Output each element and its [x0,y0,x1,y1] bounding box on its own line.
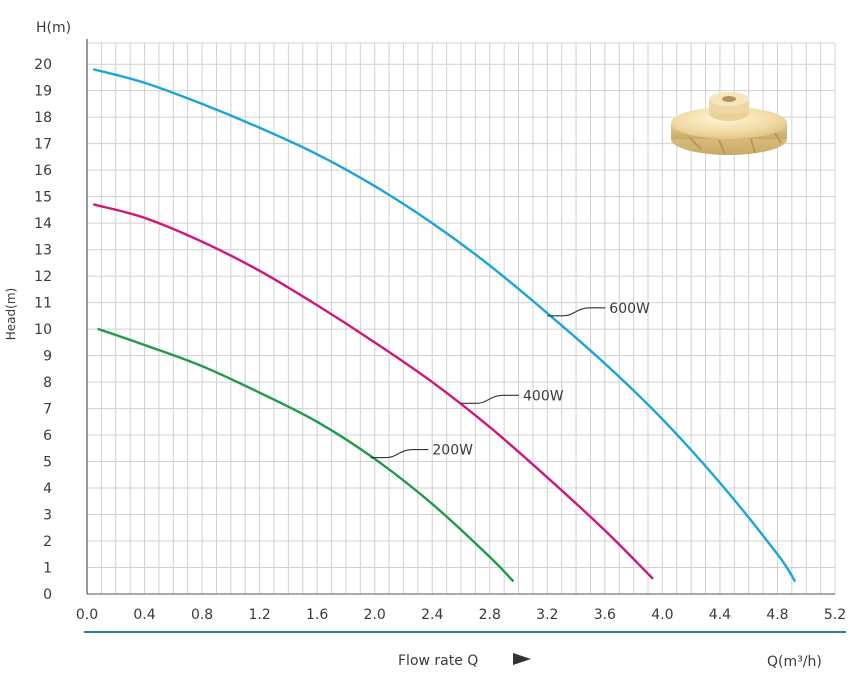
x-tick-label: 0.8 [191,607,213,623]
x-tick-label: 4.0 [651,607,673,623]
y-tick-label: 9 [43,349,52,365]
x-tick-label: 2.4 [421,607,443,623]
series-label-400w: 400W [523,388,564,404]
y-tick-label: 14 [34,216,52,232]
y-tick-label: 7 [43,402,52,418]
y-tick-label: 19 [34,84,52,100]
y-tick-label: 2 [43,534,52,550]
series-line-400w [92,203,654,580]
y-tick-label: 4 [43,481,52,497]
series-label-200w: 200W [432,443,473,459]
chart-axes [84,39,846,633]
x-tick-label: 2.0 [364,607,386,623]
x-tick-label: 0.0 [76,607,98,623]
y-tick-label: 13 [34,243,52,259]
x-tick-label: 4.4 [709,607,731,623]
x-tick-label: 3.2 [536,607,558,623]
series-curves [92,68,796,582]
chart-grid [86,42,836,595]
x-tick-label: 1.2 [248,607,270,623]
y-tick-label: 3 [43,508,52,524]
y-tick-label: 17 [34,137,52,153]
label-leader-line [461,394,519,404]
y-tick-label: 15 [34,190,52,206]
y-axis-title: Head(m) [4,288,18,340]
y-tick-label: 20 [34,57,52,73]
y-tick-label: 1 [43,561,52,577]
x-unit-label: Q(m³/h) [767,654,822,670]
y-tick-label: 0 [43,587,52,603]
y-tick-label: 18 [34,110,52,126]
x-tick-labels: 0.0 0.4 0.8 1.2 1.6 2.0 2.4 2.8 3.2 3.6 4.0 4.4 4.8 5… [76,607,846,623]
label-leader-line [547,307,606,317]
y-tick-label: 12 [34,269,52,285]
y-unit-label: H(m) [36,20,71,36]
x-tick-label: 3.6 [594,607,616,623]
series-line-600w [92,68,796,582]
series-line-200w [97,327,514,582]
impeller-image [671,92,787,155]
x-tick-label: 5.2 [824,607,846,623]
y-tick-label: 10 [34,322,52,338]
arrow-right-icon [513,653,531,665]
label-leader-line [370,449,429,459]
y-tick-label: 5 [43,455,52,471]
y-tick-label: 8 [43,375,52,391]
series-labels: 600W 400W 200W [370,301,650,459]
series-label-600w: 600W [609,301,650,317]
x-tick-label: 2.8 [479,607,501,623]
x-tick-label: 0.4 [133,607,155,623]
y-tick-label: 11 [34,296,52,312]
x-tick-label: 4.8 [766,607,788,623]
y-tick-label: 16 [34,163,52,179]
x-tick-label: 1.6 [306,607,328,623]
y-tick-label: 6 [43,428,52,444]
x-axis-title: Flow rate Q [398,653,478,669]
